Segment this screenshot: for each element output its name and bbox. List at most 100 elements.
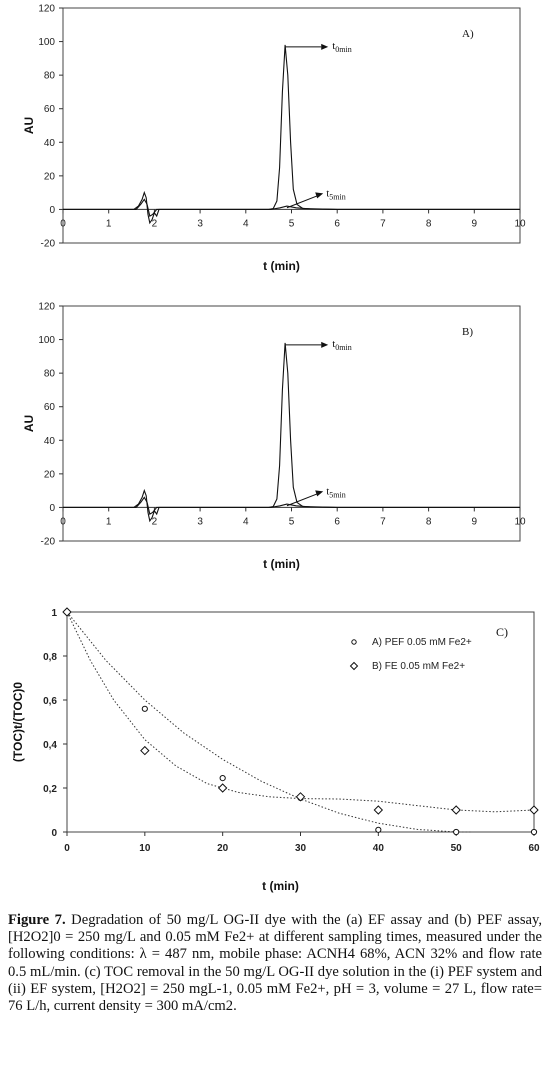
panel-0-x-tick-label: 1 bbox=[106, 218, 112, 229]
chromatogram-chart-a: -20 0 20 40 60 80 100 120 0 1 2 3 4 5 6 7 8 9 10 AU t (min) A… bbox=[22, 4, 526, 274]
panel-1-series-line-1 bbox=[63, 496, 520, 515]
panel-2-point-pef bbox=[219, 775, 226, 782]
panel-1-y-tick-label: 0 bbox=[49, 503, 55, 514]
panel-2-y-tick-label: 0,6 bbox=[43, 696, 57, 707]
panel-1-x-tick-label: 3 bbox=[197, 516, 203, 527]
panel-1-annotation-t5: t5min bbox=[326, 485, 346, 499]
panel-1-x-tick-label: 1 bbox=[106, 516, 112, 527]
panel-0-x-tick-label: 0 bbox=[60, 218, 66, 229]
panel-1-x-tick-label: 9 bbox=[472, 516, 478, 527]
panel-0-arrow-t0-head bbox=[321, 43, 329, 50]
panel-2-legend-marker-pef bbox=[351, 639, 357, 645]
panel-0-x-tick-label: 3 bbox=[197, 218, 203, 229]
panel-2-y-axis-label: (TOC)t/(TOC)0 bbox=[11, 682, 25, 763]
panel-2-point-ef bbox=[295, 792, 306, 802]
panel-0-arrow-t5 bbox=[286, 193, 322, 209]
panel-2-y-tick-label: 0,8 bbox=[43, 652, 57, 663]
figure-caption: Figure 7. Degradation of 50 mg/L OG-II d… bbox=[8, 912, 542, 1015]
panel-2-point-pef bbox=[530, 828, 538, 836]
panel-2-point-ef bbox=[140, 745, 150, 756]
panel-1-plot-frame bbox=[62, 305, 521, 542]
chromatogram-chart-b: -20 0 20 40 60 80 100 120 0 1 2 3 4 5 6 7 8 9 10 AU t (min) B… bbox=[22, 302, 526, 572]
panel-0-y-tick-label: 80 bbox=[44, 71, 56, 82]
panel-1-x-tick-label: 2 bbox=[152, 516, 158, 527]
panel-0-x-tick-label: 5 bbox=[289, 218, 295, 229]
panel-1-y-tick-label: 100 bbox=[38, 335, 55, 346]
panel-0-y-tick-label: 20 bbox=[44, 171, 56, 182]
panel-0-x-tick-label: 4 bbox=[243, 218, 249, 229]
panel-1-y-tick-label: 40 bbox=[44, 436, 56, 447]
panel-2-trend-line-1 bbox=[66, 611, 535, 813]
panel-1-arrow-t5-head bbox=[315, 490, 324, 497]
panel-0-x-tick-label: 7 bbox=[380, 218, 386, 229]
panel-2-legend-label-ef: B) FE 0.05 mM Fe2+ bbox=[372, 661, 465, 672]
panel-0-x-tick-label: 10 bbox=[514, 218, 526, 229]
panel-1-x-axis-label: t (min) bbox=[263, 557, 300, 571]
panel-2-y-tick-label: 0,4 bbox=[43, 740, 57, 751]
panel-1-annotation-t0: t0min bbox=[332, 338, 352, 352]
panel-0-y-tick-label: 40 bbox=[44, 138, 56, 149]
panel-2-x-tick-label: 30 bbox=[295, 843, 307, 854]
panel-2-x-tick-label: 60 bbox=[528, 843, 540, 854]
panel-0-annotation-t5: t5min bbox=[326, 187, 346, 201]
panel-2-point-pef bbox=[375, 826, 382, 833]
panel-0-x-axis-label: t (min) bbox=[263, 259, 300, 273]
panel-0-panel-label: A) bbox=[462, 28, 474, 40]
panel-1-y-tick-label: 20 bbox=[44, 469, 56, 480]
panel-2-point-ef bbox=[62, 607, 72, 617]
panel-0-x-tick-label: 2 bbox=[152, 218, 158, 229]
panel-0-plot-frame bbox=[62, 7, 521, 244]
panel-2-point-ef bbox=[373, 805, 384, 815]
panel-2-legend-label-pef: A) PEF 0.05 mM Fe2+ bbox=[372, 637, 472, 648]
panel-0-y-axis-label: AU bbox=[22, 117, 36, 134]
panel-2-x-tick-label: 0 bbox=[64, 843, 70, 854]
panel-0-x-tick-label: 9 bbox=[472, 218, 478, 229]
panel-0-x-tick-label: 8 bbox=[426, 218, 432, 229]
panel-2-point-ef bbox=[529, 805, 539, 815]
panel-2-trend-line-0 bbox=[66, 611, 472, 833]
panel-2-x-tick-label: 20 bbox=[217, 843, 229, 854]
panel-2-x-tick-label: 10 bbox=[139, 843, 151, 854]
panel-2-point-pef bbox=[453, 828, 460, 836]
figure-label: Figure 7. bbox=[8, 912, 66, 928]
panel-1-arrow-t5 bbox=[286, 491, 322, 507]
panel-0-y-tick-label: 60 bbox=[44, 104, 56, 115]
toc-removal-chart-c: 00,20,40,60,810 10 20 30 40 50 60(TOC)t/(TOC)0… bbox=[11, 607, 540, 893]
panel-2-y-tick-label: 0,2 bbox=[43, 784, 57, 795]
panel-1-y-tick-label: -20 bbox=[41, 537, 56, 548]
panel-0-y-tick-label: 0 bbox=[49, 205, 55, 216]
panel-0-annotation-t0: t0min bbox=[332, 40, 352, 54]
panel-2-y-tick-label: 0 bbox=[51, 828, 57, 839]
panel-1-y-tick-label: 60 bbox=[44, 402, 56, 413]
panel-1-arrow-t0-head bbox=[321, 341, 329, 348]
panel-1-x-tick-label: 7 bbox=[380, 516, 386, 527]
panel-2-point-ef bbox=[217, 783, 228, 793]
panel-2-x-tick-label: 40 bbox=[373, 843, 385, 854]
panel-0-arrow-t5-head bbox=[315, 192, 324, 199]
panel-2-panel-label: C) bbox=[496, 625, 508, 639]
panel-0-x-tick-label: 6 bbox=[334, 218, 340, 229]
panel-2-legend-marker-ef bbox=[349, 661, 359, 671]
panel-0-y-tick-label: 100 bbox=[38, 37, 55, 48]
panel-1-y-axis-label: AU bbox=[22, 415, 36, 432]
panel-1-x-tick-label: 0 bbox=[60, 516, 66, 527]
panel-2-point-ef bbox=[451, 805, 461, 815]
panel-2-y-tick-label: 1 bbox=[51, 608, 57, 619]
panel-2-point-pef bbox=[141, 705, 148, 712]
panel-1-panel-label: B) bbox=[462, 326, 473, 338]
panel-1-x-tick-label: 4 bbox=[243, 516, 249, 527]
panel-1-x-tick-label: 5 bbox=[289, 516, 295, 527]
panel-0-y-tick-label: -20 bbox=[41, 239, 56, 250]
panel-1-y-tick-label: 80 bbox=[44, 369, 56, 380]
caption-text: Degradation of 50 mg/L OG-II dye with th… bbox=[8, 912, 542, 1015]
panel-2-x-tick-label: 50 bbox=[451, 843, 463, 854]
panel-0-series-line-1 bbox=[63, 198, 520, 217]
panel-1-series-line-0 bbox=[63, 342, 520, 523]
panel-1-x-tick-label: 6 bbox=[334, 516, 340, 527]
panel-2-x-axis-label: t (min) bbox=[262, 879, 299, 893]
panel-0-series-line-0 bbox=[63, 44, 520, 225]
panel-1-x-tick-label: 10 bbox=[514, 516, 526, 527]
panel-1-y-tick-label: 120 bbox=[38, 302, 55, 313]
panel-1-x-tick-label: 8 bbox=[426, 516, 432, 527]
panel-0-y-tick-label: 120 bbox=[38, 4, 55, 15]
